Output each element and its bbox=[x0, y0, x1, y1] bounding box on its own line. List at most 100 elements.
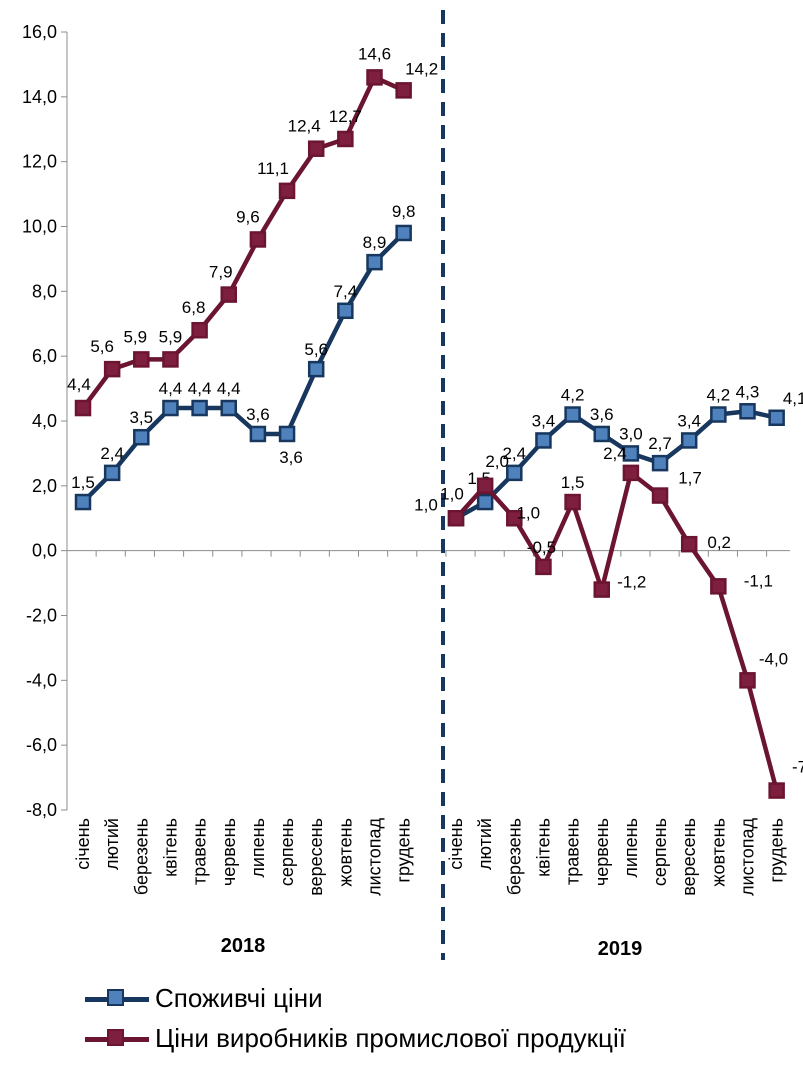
data-label-0-2019: 2,7 bbox=[648, 434, 672, 453]
data-point-1-2019 bbox=[739, 672, 756, 689]
data-point-1-2019 bbox=[651, 487, 669, 504]
y-tick-label: 8,0 bbox=[32, 281, 57, 301]
group-label-2018: 2018 bbox=[221, 935, 266, 957]
y-tick-label: 14,0 bbox=[22, 87, 57, 107]
category-label-2018: січень bbox=[73, 818, 93, 870]
data-label-0-2018: 5,6 bbox=[304, 340, 328, 359]
legend-swatch-producer bbox=[85, 1028, 149, 1049]
y-tick-label: -8,0 bbox=[26, 800, 57, 820]
data-point-1-2018 bbox=[307, 140, 325, 157]
data-point-1-2018 bbox=[395, 82, 412, 99]
data-point-0-2018 bbox=[278, 425, 296, 443]
data-point-0-2019 bbox=[593, 425, 610, 443]
data-label-1-2018: 6,8 bbox=[182, 298, 206, 317]
data-label-1-2019: -1,2 bbox=[617, 573, 646, 592]
data-label-1-2019: -7,4 bbox=[792, 758, 803, 777]
data-label-1-2019: -4,0 bbox=[759, 649, 788, 668]
category-label-2018: серпень bbox=[277, 818, 297, 886]
data-point-0-2019 bbox=[651, 454, 669, 472]
data-point-1-2019 bbox=[476, 477, 494, 495]
data-point-1-2019 bbox=[710, 578, 727, 595]
data-point-0-2018 bbox=[337, 302, 354, 320]
data-point-1-2019 bbox=[506, 510, 523, 527]
data-point-0-2018 bbox=[103, 464, 121, 482]
data-point-0-2019 bbox=[622, 445, 640, 462]
data-label-1-2018: 4,4 bbox=[67, 375, 91, 394]
data-label-0-2018: 3,6 bbox=[246, 405, 270, 424]
data-point-1-2018 bbox=[278, 182, 296, 200]
data-label-0-2019: 3,6 bbox=[590, 405, 614, 424]
category-label-2019: листопад bbox=[738, 818, 758, 896]
data-label-0-2019: 4,2 bbox=[561, 386, 585, 405]
data-label-0-2018: 8,9 bbox=[363, 233, 387, 252]
category-label-2019: вересень bbox=[679, 818, 699, 896]
y-tick-label: 2,0 bbox=[32, 476, 57, 496]
data-point-0-2019 bbox=[710, 406, 727, 423]
data-point-0-2018 bbox=[74, 493, 92, 511]
data-point-0-2019 bbox=[506, 464, 523, 482]
category-label-2019: січень bbox=[446, 818, 466, 870]
data-label-0-2019: 4,2 bbox=[707, 386, 731, 405]
series-line-1-2018 bbox=[81, 75, 405, 410]
data-label-1-2019: 1,0 bbox=[414, 495, 438, 514]
y-tick-label: 4,0 bbox=[32, 411, 57, 431]
category-label-2018: квітень bbox=[160, 818, 180, 877]
data-label-1-2019: 1,7 bbox=[678, 469, 702, 488]
data-point-1-2018 bbox=[249, 231, 267, 248]
category-label-2019: лютий bbox=[475, 818, 495, 870]
category-label-2018: лютий bbox=[102, 818, 122, 870]
data-point-1-2019 bbox=[622, 464, 640, 482]
data-label-0-2018: 4,4 bbox=[159, 379, 183, 398]
data-point-0-2018 bbox=[307, 360, 325, 378]
data-label-0-2019: 4,1 bbox=[783, 389, 803, 408]
data-label-1-2018: 12,7 bbox=[329, 107, 362, 126]
data-point-1-2018 bbox=[366, 69, 383, 86]
data-label-0-2019: 2,4 bbox=[502, 444, 526, 463]
legend-label-producer: Ціни виробників промислової продукції bbox=[155, 1023, 626, 1053]
data-label-1-2018: 11,1 bbox=[257, 159, 289, 178]
data-label-1-2018: 7,9 bbox=[209, 263, 233, 282]
series-line-0-2018 bbox=[81, 231, 406, 504]
data-point-1-2018 bbox=[74, 399, 92, 417]
data-point-0-2018 bbox=[162, 399, 179, 417]
data-label-0-2018: 9,8 bbox=[392, 202, 416, 221]
data-point-0-2019 bbox=[535, 432, 552, 449]
category-label-2018: листопад bbox=[365, 818, 385, 896]
data-label-1-2019: 1,0 bbox=[516, 503, 540, 522]
data-label-0-2018: 1,5 bbox=[71, 473, 95, 492]
y-tick-label: 16,0 bbox=[22, 22, 57, 42]
category-label-2019: травень bbox=[563, 818, 583, 885]
category-label-2019: липень bbox=[621, 818, 641, 878]
category-label-2019: серпень bbox=[650, 818, 670, 886]
data-point-1-2019 bbox=[593, 581, 610, 598]
data-point-1-2018 bbox=[337, 130, 354, 148]
data-label-0-2019: 3,4 bbox=[677, 411, 701, 430]
data-point-0-2018 bbox=[133, 428, 150, 446]
category-label-2018: вересень bbox=[306, 818, 326, 896]
data-label-0-2019: 4,3 bbox=[736, 382, 760, 401]
data-label-1-2018: 9,6 bbox=[236, 207, 260, 226]
data-label-1-2018: 5,9 bbox=[159, 327, 183, 346]
data-point-0-2019 bbox=[680, 432, 698, 449]
data-label-1-2018: 14,6 bbox=[358, 44, 391, 63]
data-label-1-2018: 14,2 bbox=[405, 59, 438, 78]
y-tick-label: -6,0 bbox=[26, 735, 57, 755]
data-point-0-2018 bbox=[395, 224, 412, 242]
data-point-1-2018 bbox=[103, 360, 121, 378]
data-label-1-2019: 2,4 bbox=[603, 444, 627, 463]
data-label-1-2019: -1,1 bbox=[744, 571, 773, 590]
data-point-1-2019 bbox=[447, 510, 465, 527]
data-point-1-2019 bbox=[768, 782, 785, 799]
data-label-0-2018: 4,4 bbox=[217, 379, 241, 398]
legend-label-consumer: Споживчі ціни bbox=[155, 983, 323, 1013]
category-label-2019: березень bbox=[504, 818, 524, 895]
data-point-1-2019 bbox=[564, 493, 581, 511]
data-label-0-2018: 7,4 bbox=[334, 282, 358, 301]
data-label-1-2019: 1,5 bbox=[561, 473, 585, 492]
data-label-0-2019: 3,0 bbox=[619, 424, 643, 443]
data-label-1-2018: 12,4 bbox=[288, 117, 321, 136]
data-label-0-2018: 3,5 bbox=[129, 408, 153, 427]
y-tick-label: 0,0 bbox=[32, 541, 57, 561]
